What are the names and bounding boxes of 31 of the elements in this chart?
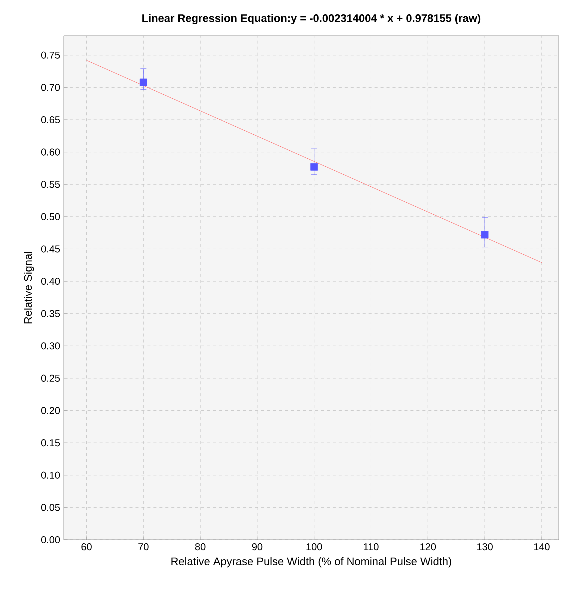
x-tick-label: 100 <box>306 544 322 551</box>
x-tick-label: 140 <box>534 544 550 551</box>
x-tick-label: 80 <box>195 544 206 551</box>
x-tick-label: 120 <box>420 544 436 551</box>
x-tick-label: 70 <box>138 544 149 551</box>
y-tick-label: 0.15 <box>41 440 60 447</box>
chart-title: Linear Regression Equation:y = -0.002314004 * x + 0.978155 (raw) <box>142 14 481 25</box>
point <box>481 231 489 239</box>
y-tick-label: 0.25 <box>41 374 60 382</box>
x-tick-label: 90 <box>252 544 263 551</box>
y-tick-label: 0.20 <box>41 407 60 414</box>
x-axis-title: Relative Apyrase Pulse Width (% of Nominal Pulse Width) <box>172 557 452 568</box>
point <box>310 163 318 171</box>
y-tick-label: 0.05 <box>41 504 60 512</box>
y-tick-label: 0.55 <box>41 181 60 188</box>
y-tick-label: 0.40 <box>41 278 60 286</box>
y-tick-label: 0.65 <box>41 116 60 124</box>
y-tick-label: 0.60 <box>41 148 60 156</box>
y-tick-label: 0.50 <box>41 213 60 220</box>
y-axis-title: Relative Signal <box>24 252 34 324</box>
y-tick-label: 0.10 <box>41 472 60 479</box>
y-tick-label: 0.70 <box>41 84 60 92</box>
point <box>140 78 148 86</box>
x-tick-label: 60 <box>82 544 92 551</box>
x-tick-label: 130 <box>477 544 493 551</box>
y-tick-label: 0.45 <box>41 246 60 253</box>
y-tick-label: 0.75 <box>41 52 60 59</box>
y-tick-label: 0.30 <box>41 342 60 350</box>
y-tick-label: 0.35 <box>41 310 60 318</box>
x-tick-label: 110 <box>364 544 379 551</box>
y-tick-label: 0.00 <box>41 536 60 544</box>
